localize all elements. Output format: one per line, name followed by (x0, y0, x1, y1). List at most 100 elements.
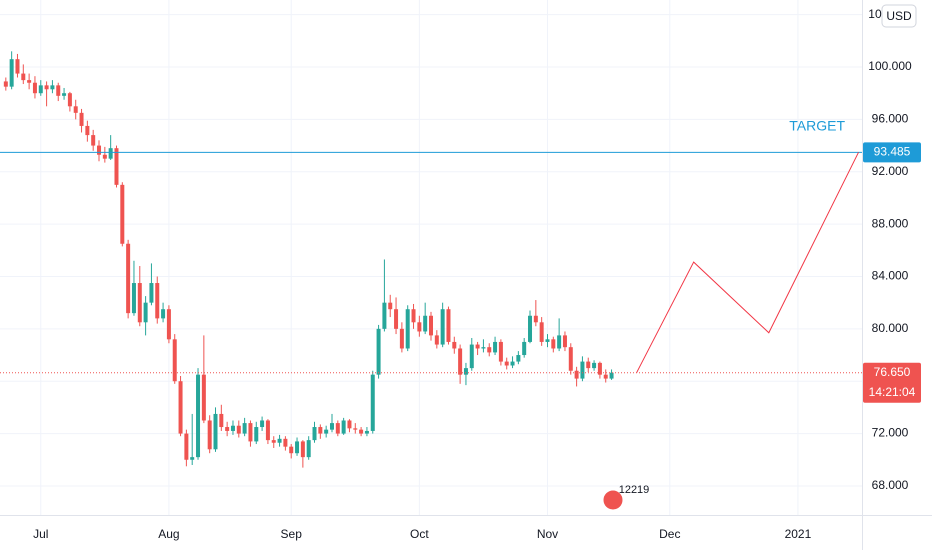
candle-body (260, 420, 265, 428)
candle-body (522, 341, 527, 356)
candle-body (172, 339, 177, 382)
candle-body (504, 361, 509, 366)
candle-body (108, 148, 113, 159)
candle-body (3, 81, 8, 87)
candle-body (423, 315, 428, 332)
candle-body (551, 339, 556, 349)
candle-body (21, 73, 26, 81)
candle-body (481, 347, 486, 349)
candle-body (44, 85, 49, 90)
x-tick-label: Nov (537, 527, 558, 541)
candle-body (143, 302, 148, 323)
candle-body (568, 347, 573, 371)
currency[interactable]: USD (886, 9, 912, 23)
candle-body (27, 80, 32, 83)
candle-body (295, 441, 300, 454)
x-tick-label: 2021 (785, 527, 812, 541)
candle-body (56, 85, 61, 96)
candle-body (230, 425, 235, 431)
candle-body (120, 184, 125, 244)
candle-body (370, 374, 375, 431)
candle-body (458, 348, 463, 375)
candle-body (219, 413, 224, 428)
candle-body (597, 362, 602, 375)
candle-body (335, 423, 340, 434)
candle-body (411, 309, 416, 323)
candle-body (85, 125, 90, 136)
candle-body (557, 335, 562, 349)
event-icon (602, 489, 624, 511)
candle-body (126, 243, 131, 314)
candle-body (166, 309, 171, 340)
candle-body (446, 309, 451, 342)
candle-body (312, 427, 317, 441)
candle-body (300, 441, 305, 458)
candle-body (196, 374, 201, 458)
candle-body (137, 283, 142, 323)
projection-line (636, 152, 859, 373)
candle-body (382, 302, 387, 329)
candle-body (487, 347, 492, 353)
countdown: 14:21:04 (869, 385, 916, 399)
candle-body (405, 309, 410, 349)
candle-body (190, 457, 195, 460)
candle-body (62, 93, 67, 96)
candle-body (586, 361, 591, 369)
candle-body (545, 339, 550, 342)
candle-body (498, 341, 503, 362)
candle-body (429, 315, 433, 336)
x-tick-label: Jul (33, 527, 48, 541)
candle-body (376, 328, 381, 375)
candle-body (347, 420, 352, 429)
candle-body (516, 355, 521, 362)
candle-body (161, 309, 166, 319)
candle-body (353, 428, 358, 430)
candle-body (271, 440, 276, 443)
candle-body (242, 423, 247, 434)
candle-body (394, 309, 399, 329)
candle-body (91, 135, 96, 146)
y-tick-label: 68.000 (872, 478, 909, 492)
y-tick-label: 92.000 (872, 164, 909, 178)
target-price: 93.485 (874, 144, 911, 158)
candle-body (539, 322, 544, 342)
candle-body (399, 328, 404, 349)
candle-body (38, 85, 43, 94)
candle-body (609, 372, 614, 379)
currency-button[interactable] (881, 4, 917, 28)
x-tick-label: Oct (410, 527, 429, 541)
last-price: 76.650 (874, 365, 911, 379)
candle-body (236, 425, 241, 434)
candle-body (265, 420, 270, 441)
candle-body (277, 438, 282, 443)
candle-body (9, 59, 14, 87)
y-tick-label: 84.000 (872, 269, 909, 283)
x-tick-label: Aug (158, 527, 179, 541)
candle-body (149, 283, 154, 303)
candle-body (73, 106, 78, 113)
candle-body (324, 429, 329, 434)
candle-body (592, 362, 597, 369)
candle-body (102, 154, 107, 159)
candle-body (131, 283, 136, 314)
candle-body (248, 423, 253, 442)
candle-body (359, 429, 364, 434)
candle-body (329, 423, 334, 430)
candle-body (452, 341, 457, 349)
candle-body (225, 427, 230, 431)
candle-body (475, 344, 480, 349)
candle-body (603, 374, 608, 379)
candle-body (341, 420, 346, 434)
candle-body (574, 370, 579, 379)
candle-body (318, 427, 323, 434)
candle-body (254, 427, 259, 442)
y-tick-label: 100.000 (868, 59, 912, 73)
candle-body (67, 93, 72, 107)
candle-body (562, 335, 567, 348)
candle-body (510, 361, 515, 366)
y-tick-label: 88.000 (872, 216, 909, 230)
candle-body (178, 381, 183, 434)
candle-body (201, 374, 206, 421)
candle-body (364, 430, 369, 434)
candle-body (306, 440, 311, 458)
